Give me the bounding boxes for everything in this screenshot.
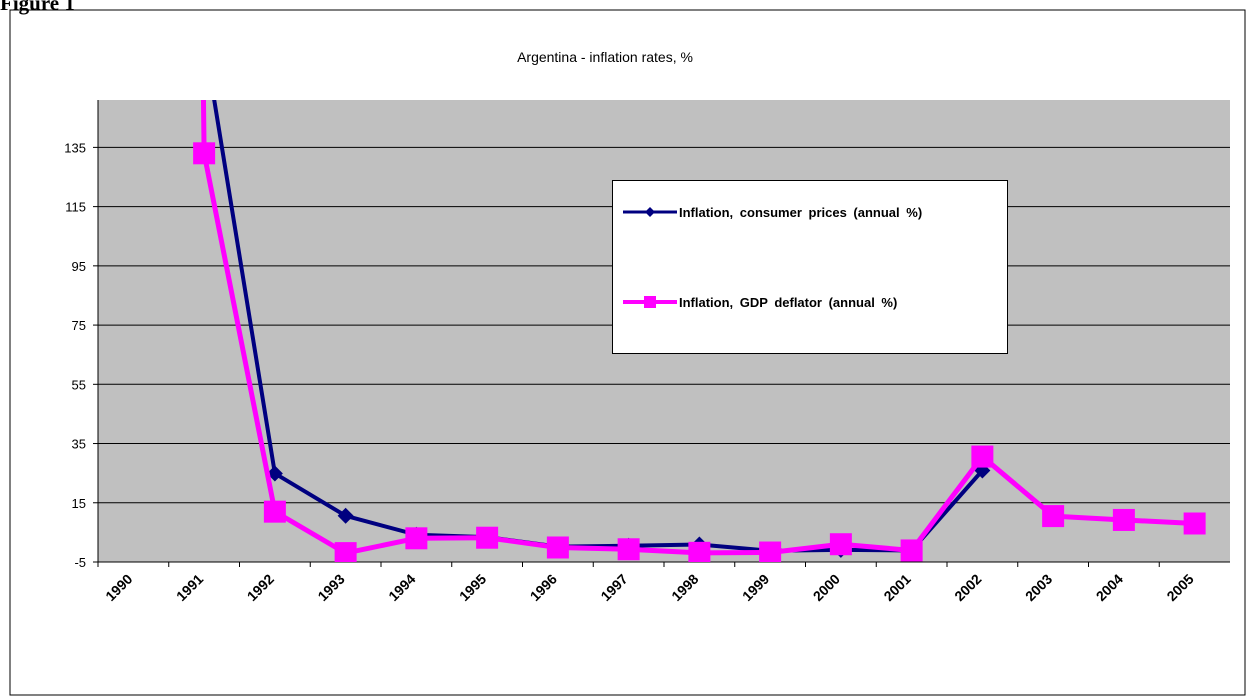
x-tick-label: 2003 <box>1022 571 1055 604</box>
x-tick-label: 2001 <box>880 571 913 604</box>
legend-label: Inflation, consumer prices (annual %) <box>679 205 923 220</box>
y-tick-label: 35 <box>72 437 86 452</box>
marker <box>617 538 640 561</box>
marker <box>546 536 569 559</box>
x-tick-label: 1990 <box>102 571 135 604</box>
series-layer <box>193 30 1206 562</box>
marker <box>1112 508 1135 531</box>
marker <box>266 465 283 482</box>
x-tick-label: 1992 <box>244 571 277 604</box>
marker <box>1042 505 1065 528</box>
legend-icon <box>623 207 677 217</box>
marker <box>759 541 782 562</box>
series-line <box>200 100 1195 556</box>
marker <box>971 445 994 468</box>
marker <box>263 500 286 523</box>
legend-item: Inflation, consumer prices (annual %) <box>621 203 999 222</box>
y-tick-label: 15 <box>72 496 86 511</box>
legend-item: Inflation, GDP deflator (annual %) <box>621 293 999 312</box>
x-tick-label: 2002 <box>951 571 984 604</box>
marker <box>900 539 923 562</box>
x-tick-label: 1996 <box>527 571 560 604</box>
marker <box>644 296 656 308</box>
x-tick-label: 1994 <box>385 571 418 604</box>
figure-label: Figure 1 <box>0 0 75 15</box>
marker <box>193 142 216 165</box>
x-tick-label: 1998 <box>668 571 701 604</box>
marker <box>476 526 499 549</box>
marker <box>688 541 711 562</box>
marker <box>337 507 354 524</box>
y-tick-label: -5 <box>74 555 86 570</box>
chart-title: Argentina - inflation rates, % <box>517 49 693 65</box>
marker <box>334 542 357 562</box>
chart-border <box>9 9 1246 696</box>
legend-label: Inflation, GDP deflator (annual %) <box>679 295 898 310</box>
x-tick-label: 1991 <box>173 571 206 604</box>
marker <box>196 30 212 46</box>
x-tick-label: 2000 <box>810 571 843 604</box>
x-tick-label: 1999 <box>739 571 772 604</box>
legend-icon <box>623 296 677 308</box>
marker <box>1183 512 1206 535</box>
marker <box>829 533 852 556</box>
legend: Inflation, consumer prices (annual %) Inf… <box>612 180 1008 354</box>
marker <box>405 527 428 550</box>
y-tick-label: 115 <box>65 200 86 215</box>
y-tick-label: 75 <box>72 318 86 333</box>
x-tick-label: 2004 <box>1093 571 1126 604</box>
x-tick-label: 2005 <box>1163 571 1196 604</box>
x-tick-label: 1993 <box>314 571 347 604</box>
y-tick-label: 55 <box>72 377 86 392</box>
x-tick-label: 1997 <box>597 571 630 604</box>
x-tick-label: 1995 <box>456 571 489 604</box>
marker <box>645 207 655 217</box>
y-tick-label: 95 <box>72 259 86 274</box>
y-tick-label: 135 <box>64 140 86 155</box>
